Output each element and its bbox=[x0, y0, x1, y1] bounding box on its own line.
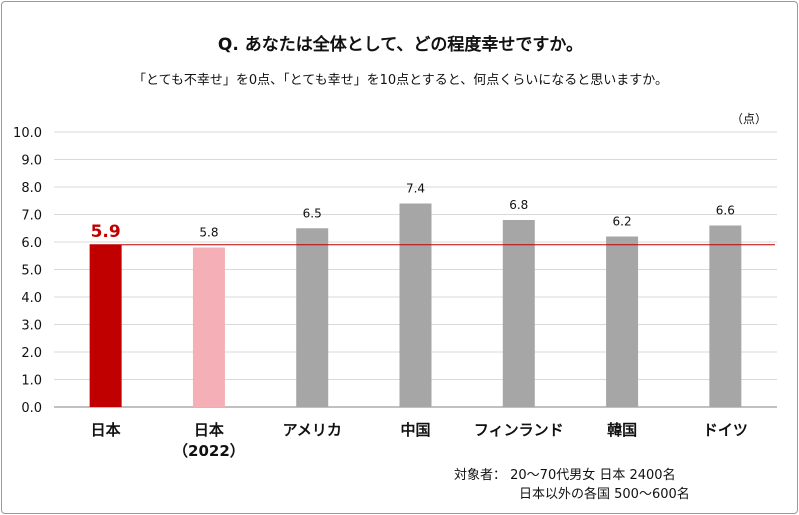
footnote-line-1: 対象者： 20～70代男女 日本 2400名 bbox=[454, 468, 676, 483]
x-tick-label: 日本 bbox=[194, 421, 224, 439]
chart-title: Q. あなたは全体として、どの程度幸せですか。 bbox=[217, 35, 584, 55]
y-tick-label: 10.0 bbox=[13, 126, 42, 141]
x-tick-label: アメリカ bbox=[283, 421, 342, 439]
bar bbox=[606, 236, 639, 407]
unit-label: （点） bbox=[730, 112, 767, 126]
bar bbox=[192, 247, 225, 407]
footnote-line-2: 日本以外の各国 500～600名 bbox=[519, 487, 690, 502]
bar bbox=[89, 244, 122, 407]
data-label: 6.8 bbox=[509, 198, 528, 212]
data-label: 7.4 bbox=[406, 182, 425, 196]
data-label: 6.5 bbox=[303, 206, 322, 220]
y-tick-label: 9.0 bbox=[21, 154, 42, 169]
bar bbox=[399, 203, 432, 407]
y-tick-label: 2.0 bbox=[21, 346, 42, 361]
y-tick-label: 5.0 bbox=[21, 264, 42, 279]
bar bbox=[296, 228, 329, 407]
data-label: 6.6 bbox=[716, 204, 735, 218]
x-tick-label: ドイツ bbox=[703, 421, 748, 439]
x-tick-label: 中国 bbox=[400, 421, 430, 439]
y-tick-label: 3.0 bbox=[21, 319, 42, 334]
x-tick-label: 韓国 bbox=[607, 421, 637, 439]
y-tick-label: 1.0 bbox=[21, 374, 42, 389]
data-label: 5.8 bbox=[199, 226, 218, 240]
data-label: 5.9 bbox=[91, 222, 121, 242]
x-tick-label: （2022） bbox=[173, 442, 245, 460]
chart-subtitle: 「とても不幸せ」を0点、「とても幸せ」を10点とすると、何点くらいになると思いま… bbox=[132, 73, 669, 88]
y-tick-label: 0.0 bbox=[21, 401, 42, 416]
y-tick-label: 6.0 bbox=[21, 236, 42, 251]
bar bbox=[709, 225, 742, 407]
x-tick-label: フィンランド bbox=[474, 421, 564, 439]
y-tick-label: 4.0 bbox=[21, 291, 42, 306]
data-label: 6.2 bbox=[613, 215, 632, 229]
x-tick-label: 日本 bbox=[91, 421, 121, 439]
bar bbox=[502, 220, 535, 407]
y-tick-label: 8.0 bbox=[21, 181, 42, 196]
y-tick-label: 7.0 bbox=[21, 209, 42, 224]
